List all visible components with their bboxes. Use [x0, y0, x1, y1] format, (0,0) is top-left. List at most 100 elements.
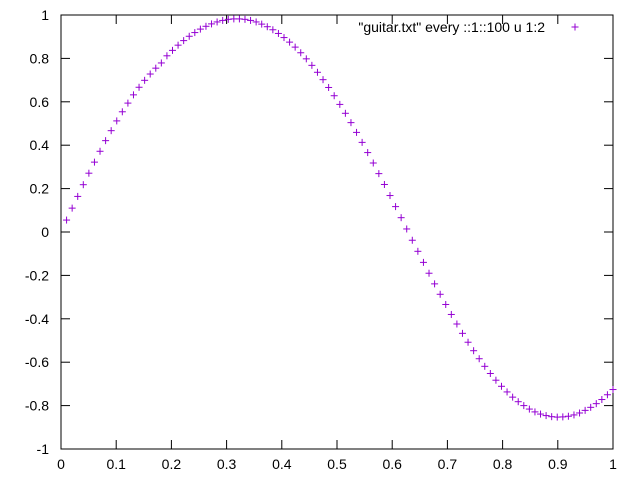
y-tick-label: -0.4 — [25, 311, 49, 327]
data-point — [85, 169, 93, 177]
x-tick-label: 1 — [609, 456, 617, 472]
data-point — [157, 59, 165, 67]
data-point — [380, 180, 388, 188]
y-tick-label: 1 — [41, 7, 49, 23]
data-point — [581, 406, 589, 414]
data-point — [325, 83, 333, 91]
data-point — [330, 92, 338, 100]
y-tick-label: -1 — [37, 441, 50, 457]
data-point — [113, 117, 121, 125]
x-tick-label: 0.4 — [272, 456, 292, 472]
y-tick-label: 0.2 — [30, 181, 50, 197]
x-tick-label: 0.2 — [162, 456, 182, 472]
data-point — [442, 300, 450, 308]
data-point — [219, 16, 227, 24]
data-point — [107, 127, 115, 135]
data-point — [592, 400, 600, 408]
data-points — [63, 15, 617, 421]
data-point — [358, 138, 366, 146]
y-tick-label: -0.8 — [25, 398, 49, 414]
data-point — [174, 41, 182, 49]
data-point — [252, 18, 260, 26]
data-point — [213, 18, 221, 26]
x-tick-label: 0.9 — [548, 456, 568, 472]
data-point — [269, 26, 277, 34]
data-point — [414, 247, 422, 255]
data-point — [369, 159, 377, 167]
y-tick-label: 0.6 — [30, 94, 50, 110]
x-tick-label: 0.5 — [327, 456, 347, 472]
data-point — [353, 128, 361, 136]
data-point — [297, 49, 305, 57]
data-point — [180, 37, 188, 45]
data-point — [102, 137, 110, 145]
data-point — [141, 76, 149, 84]
data-point — [152, 64, 160, 72]
data-point — [191, 29, 199, 37]
x-tick-label: 0.3 — [217, 456, 237, 472]
data-point — [364, 149, 372, 157]
legend-marker — [571, 23, 579, 31]
data-point — [146, 70, 154, 78]
data-point — [241, 15, 249, 23]
data-point — [302, 55, 310, 63]
y-tick-label: 0.8 — [30, 50, 50, 66]
data-point — [74, 192, 82, 200]
legend: "guitar.txt" every ::1::100 u 1:2 — [358, 19, 579, 35]
data-point — [525, 405, 533, 413]
data-point — [90, 158, 98, 166]
data-point — [486, 369, 494, 377]
data-point — [169, 46, 177, 54]
data-point — [603, 391, 611, 399]
legend-label: "guitar.txt" every ::1::100 u 1:2 — [358, 19, 545, 35]
data-point — [481, 362, 489, 370]
data-point — [274, 29, 282, 37]
data-point — [609, 386, 617, 394]
data-point — [392, 203, 400, 211]
data-point — [341, 109, 349, 117]
data-point — [291, 43, 299, 51]
x-tick-label: 0.6 — [382, 456, 402, 472]
data-point — [520, 402, 528, 410]
x-tick-label: 0 — [57, 456, 65, 472]
data-point — [124, 99, 132, 107]
data-point — [280, 34, 288, 42]
data-point — [196, 25, 204, 33]
data-point — [587, 403, 595, 411]
data-point — [63, 216, 71, 224]
x-tick-label: 0.7 — [438, 456, 458, 472]
data-point — [336, 100, 344, 108]
data-point — [564, 412, 572, 420]
data-point — [475, 355, 483, 363]
data-point — [447, 310, 455, 318]
data-point — [68, 204, 76, 212]
data-point — [163, 52, 171, 60]
data-point — [436, 290, 444, 298]
data-point — [464, 338, 472, 346]
data-point — [79, 181, 87, 189]
data-point — [135, 83, 143, 91]
data-point — [531, 408, 539, 416]
data-point — [375, 170, 383, 178]
tick-labels: 0 0.1 0.2 0.3 0.4 0.5 0.6 0.7 0.8 0.9 1 1 0.8 0.6 0.4 0… — [25, 7, 617, 472]
data-point — [542, 412, 550, 420]
data-point — [386, 192, 394, 200]
y-tick-label: 0.4 — [30, 137, 50, 153]
data-point — [497, 382, 505, 390]
data-point — [403, 225, 411, 233]
data-point — [319, 76, 327, 84]
data-point — [570, 411, 578, 419]
data-point — [559, 413, 567, 421]
data-point — [247, 16, 255, 24]
data-point — [347, 119, 355, 127]
data-point — [397, 214, 405, 222]
data-point — [458, 329, 466, 337]
data-point — [425, 269, 433, 277]
data-point — [514, 398, 522, 406]
data-point — [408, 236, 416, 244]
y-tick-label: 0 — [41, 224, 49, 240]
data-point — [453, 320, 461, 328]
data-point — [313, 68, 321, 76]
data-point — [263, 23, 271, 31]
